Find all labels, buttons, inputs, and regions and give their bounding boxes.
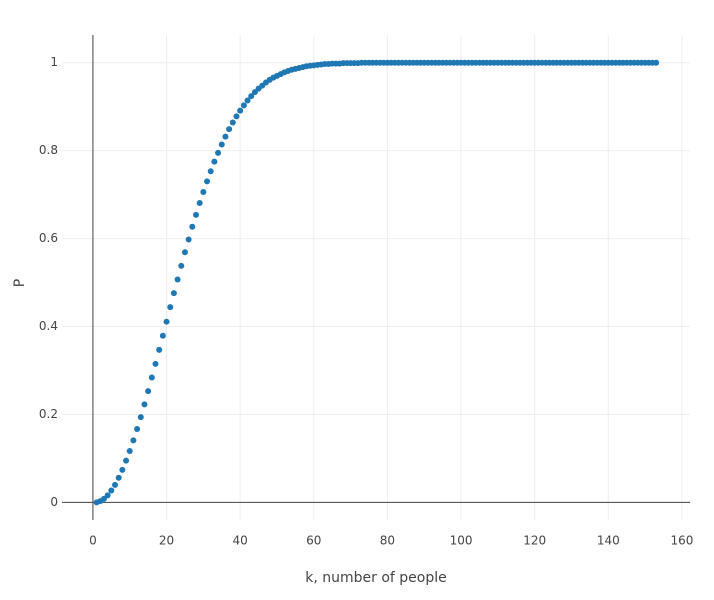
- point: [170, 290, 177, 297]
- point: [185, 236, 192, 243]
- point: [189, 223, 196, 230]
- point: [141, 401, 148, 408]
- point: [181, 249, 188, 256]
- point: [137, 414, 144, 421]
- point: [163, 318, 170, 325]
- point: [204, 178, 211, 185]
- y-tick-label: 0: [50, 495, 58, 509]
- y-axis-title: P: [12, 279, 28, 287]
- point: [104, 492, 111, 499]
- y-tick-label: 0.8: [39, 143, 58, 157]
- point: [126, 447, 133, 454]
- x-tick-label: 80: [380, 534, 395, 548]
- point: [229, 119, 236, 126]
- point: [653, 59, 660, 66]
- point: [174, 276, 181, 283]
- y-tick-label: 0.6: [39, 231, 58, 245]
- point: [222, 133, 229, 140]
- point: [159, 332, 166, 339]
- point: [134, 425, 141, 432]
- point: [130, 437, 137, 444]
- point: [178, 262, 185, 269]
- point: [233, 113, 240, 120]
- x-tick-label: 0: [89, 534, 97, 548]
- point: [112, 481, 119, 488]
- point: [108, 487, 115, 494]
- y-tick-label: 1: [50, 55, 58, 69]
- y-tick-label: 0.4: [39, 319, 58, 333]
- point: [167, 304, 174, 311]
- point: [196, 199, 203, 206]
- point: [148, 374, 155, 381]
- point: [192, 211, 199, 218]
- point: [218, 141, 225, 148]
- point: [215, 149, 222, 156]
- point: [240, 102, 247, 109]
- y-tick-label: 0.2: [39, 407, 58, 421]
- x-tick-label: 120: [523, 534, 546, 548]
- x-tick-label: 140: [597, 534, 620, 548]
- point: [244, 97, 251, 104]
- point: [237, 107, 244, 114]
- point: [152, 360, 159, 367]
- point: [115, 474, 122, 481]
- point: [200, 188, 207, 195]
- point: [211, 158, 218, 165]
- x-axis-title: k, number of people: [305, 570, 447, 586]
- point: [145, 388, 152, 395]
- x-tick-label: 20: [159, 534, 174, 548]
- point: [156, 346, 163, 353]
- x-tick-label: 160: [670, 534, 693, 548]
- point: [226, 126, 233, 133]
- x-tick-label: 60: [306, 534, 321, 548]
- point: [119, 466, 126, 473]
- point: [123, 457, 130, 464]
- point: [207, 168, 214, 175]
- x-tick-label: 40: [233, 534, 248, 548]
- point: [248, 93, 255, 100]
- x-tick-label: 100: [450, 534, 473, 548]
